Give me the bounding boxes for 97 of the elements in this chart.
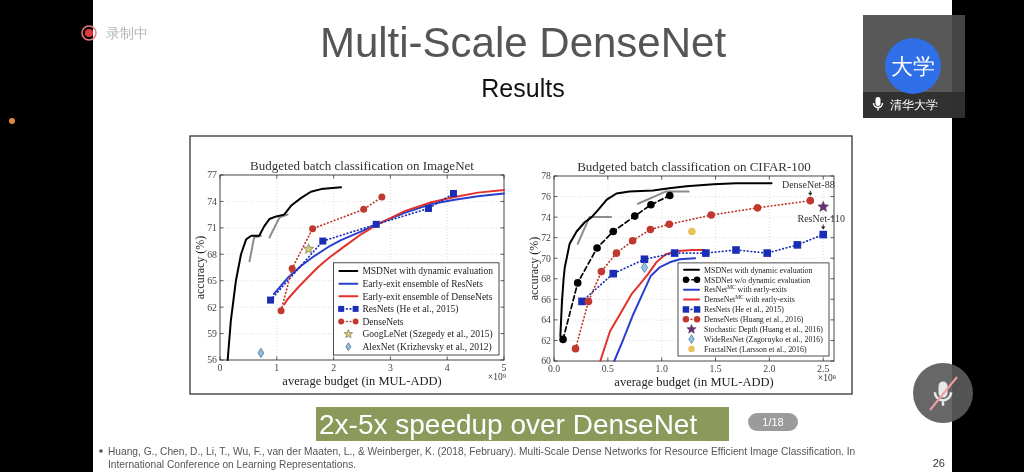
x-tick-label: 0 <box>217 362 223 373</box>
x-axis-title: average budget (in MUL-ADD) <box>282 374 442 388</box>
y-tick-label: 59 <box>207 327 218 339</box>
x-tick-label: 4 <box>444 362 450 373</box>
chart-title: Budgeted batch classification on ImageNet <box>250 158 475 173</box>
point <box>571 344 580 353</box>
point <box>288 264 296 272</box>
y-tick-label: 74 <box>541 211 552 223</box>
point <box>793 241 802 249</box>
point <box>763 249 772 257</box>
point <box>612 249 621 257</box>
line-series <box>283 188 505 306</box>
point <box>319 237 327 245</box>
point <box>628 236 637 245</box>
point <box>609 227 618 236</box>
y-tick-label: 65 <box>207 275 218 287</box>
point <box>593 244 601 252</box>
point <box>424 204 432 212</box>
x-tick-label: 1 <box>274 362 280 373</box>
point <box>665 220 674 229</box>
point <box>819 230 828 239</box>
text: 26 <box>932 457 945 469</box>
legend-label: DenseNets <box>362 316 404 327</box>
point <box>597 267 606 276</box>
point <box>257 347 265 358</box>
point <box>688 227 696 236</box>
y-tick-label: 78 <box>541 170 552 182</box>
x-tick-label: 2 <box>331 362 337 373</box>
point <box>360 205 368 213</box>
point <box>303 243 314 254</box>
text: ×10⁸ <box>817 373 836 383</box>
y-tick-label: 62 <box>541 334 552 346</box>
y-tick-label: 77 <box>207 169 218 181</box>
point <box>309 225 317 233</box>
point <box>372 220 380 228</box>
y-tick-label: 56 <box>207 354 218 366</box>
x-tick-label: 1.0 <box>655 363 668 374</box>
legend-label: MSDNet with dynamic evaluation <box>362 266 494 277</box>
y-tick-label: 66 <box>541 293 552 305</box>
line-series <box>226 186 342 361</box>
point <box>647 200 655 209</box>
y-tick-label: 68 <box>541 273 552 285</box>
text: Multi-Scale DenseNet <box>319 19 727 66</box>
y-axis-title: accuracy (%) <box>527 236 541 301</box>
point <box>559 335 567 344</box>
y-tick-label: 62 <box>207 301 218 313</box>
point <box>817 200 829 212</box>
y-tick-label: 74 <box>207 195 218 207</box>
point <box>806 196 815 205</box>
text: 清华大学 <box>890 98 938 112</box>
x-tick-label: 2.0 <box>763 363 776 374</box>
y-tick-label: 64 <box>541 314 552 326</box>
x-tick-label: 2.5 <box>817 363 830 374</box>
point <box>609 269 618 278</box>
legend-label: ResNets (He et al., 2015) <box>362 304 459 316</box>
annotation: DenseNet-88 <box>781 178 835 190</box>
text: Huang, G., Chen, D., Li, T., Wu, F., van der Maaten, L., & Weinberger, K. (2018, February). Multi-Scale Dense Networks for Resource Efficient Image Classification. In International Conference on Learning Representations. <box>108 446 856 470</box>
point <box>573 279 582 287</box>
legend-label: GoogLeNet (Szegedy et al., 2015) <box>362 329 493 341</box>
text: 录制中 <box>106 25 148 41</box>
point <box>630 212 639 220</box>
point <box>378 193 386 201</box>
legend-label: Early-exit ensemble of DenseNets <box>362 291 493 302</box>
text: 1/18 <box>762 416 784 428</box>
y-tick-label: 68 <box>207 248 218 260</box>
legend-label: Early-exit ensemble of ResNets <box>362 279 484 290</box>
y-tick-label: 72 <box>541 232 552 244</box>
annotation: ResNet-110 <box>797 212 845 224</box>
point <box>267 296 275 304</box>
text: 大学 <box>891 54 935 79</box>
point <box>670 249 679 257</box>
point <box>640 255 649 264</box>
x-axis-title: average budget (in MUL-ADD) <box>614 375 774 389</box>
point <box>702 249 710 257</box>
y-axis-title: accuracy (%) <box>193 235 207 300</box>
point <box>646 225 655 234</box>
point <box>732 246 740 254</box>
text: Results <box>481 74 565 102</box>
point <box>753 204 762 212</box>
line-series <box>613 257 697 362</box>
y-tick-label: 71 <box>207 222 218 234</box>
y-tick-label: 76 <box>541 190 552 202</box>
y-tick-label: 70 <box>541 252 552 264</box>
legend-label: AlexNet (Krizhevsky et al., 2012) <box>362 342 492 354</box>
x-tick-label: 1.5 <box>709 363 722 374</box>
text: ×10⁹ <box>487 372 507 382</box>
chart-title: Budgeted batch classification on CIFAR-100 <box>577 159 811 174</box>
text: 2x-5x speedup over DenseNet <box>319 409 698 440</box>
point <box>277 307 285 315</box>
x-tick-label: 0.5 <box>601 363 615 374</box>
x-tick-label: 5 <box>501 362 507 373</box>
x-tick-label: 3 <box>387 362 393 373</box>
point <box>640 262 648 273</box>
point <box>707 211 716 219</box>
point <box>665 191 674 200</box>
point <box>449 190 457 197</box>
point <box>584 297 593 306</box>
